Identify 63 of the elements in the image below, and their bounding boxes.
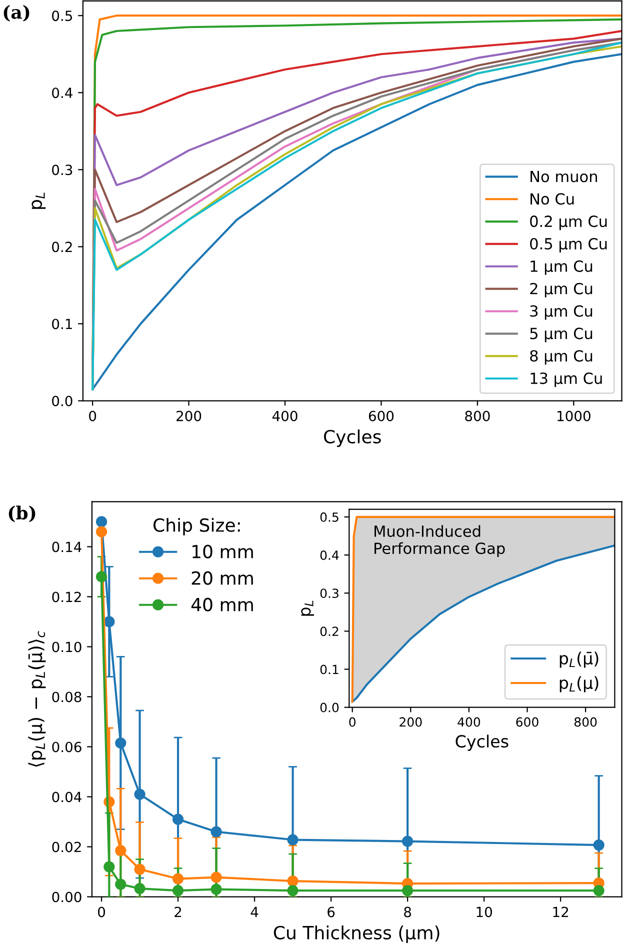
legend-label: p$_{L}$(μ) bbox=[560, 676, 598, 692]
legend-label: p$_{L}$(μ̄) bbox=[560, 652, 598, 668]
legend-label: 10 mm bbox=[192, 544, 253, 558]
x-tick-label: 2 bbox=[174, 906, 182, 918]
y-tick-label: 0.08 bbox=[52, 692, 82, 702]
legend-label: 3 μm Cu bbox=[530, 305, 592, 320]
x-tick-label: 600 bbox=[516, 717, 538, 727]
x-tick-label: 800 bbox=[574, 717, 597, 727]
legend-label: No Cu bbox=[530, 193, 574, 205]
x-tick-label: 10 bbox=[476, 906, 492, 918]
y-axis-title: p$_{L}$ bbox=[301, 600, 314, 616]
y-tick-label: 0.1 bbox=[52, 318, 72, 330]
y-tick-label: 0.10 bbox=[52, 642, 82, 652]
legend-label: 20 mm bbox=[192, 571, 253, 585]
x-axis-title: Cu Thickness (μm) bbox=[274, 926, 440, 943]
legend-label: 40 mm bbox=[191, 598, 253, 612]
y-tick-label: 0.06 bbox=[52, 742, 82, 752]
annotation: Muon-Induced Performance Gap bbox=[374, 525, 505, 558]
y-axis-title: ⟨p$_{L}$(μ) − p$_{L}$(μ̄)⟩$_{c}$ bbox=[28, 631, 46, 767]
x-tick-label: 6 bbox=[328, 906, 335, 918]
x-tick-label: 200 bbox=[176, 410, 202, 422]
x-tick-label: 8 bbox=[404, 906, 412, 918]
y-tick-label: 0.1 bbox=[320, 664, 338, 674]
x-tick-label: 0 bbox=[349, 717, 356, 727]
x-tick-label: 4 bbox=[250, 906, 258, 918]
x-tick-label: 600 bbox=[368, 410, 394, 422]
legend-label: 8 μm Cu bbox=[530, 350, 592, 365]
y-tick-label: 0.2 bbox=[52, 242, 72, 252]
y-tick-label: 0.02 bbox=[52, 842, 81, 852]
y-tick-label: 0.0 bbox=[320, 702, 339, 712]
y-tick-label: 0.4 bbox=[320, 550, 339, 560]
y-tick-label: 0.3 bbox=[52, 164, 72, 176]
y-tick-label: 0.5 bbox=[320, 512, 338, 522]
legend-title: Chip Size: bbox=[154, 518, 240, 536]
x-tick-label: 1000 bbox=[558, 410, 590, 422]
x-tick-label: 800 bbox=[465, 410, 490, 422]
x-tick-label: 0 bbox=[98, 906, 106, 918]
chart-title: (a) bbox=[4, 4, 30, 22]
x-tick-label: 12 bbox=[553, 906, 568, 918]
y-tick-label: 0.14 bbox=[52, 542, 82, 552]
y-tick-label: 0.5 bbox=[52, 10, 72, 22]
legend-label: 0.2 μm Cu bbox=[530, 216, 607, 230]
x-tick-label: 400 bbox=[272, 410, 298, 422]
y-tick-label: 0.12 bbox=[52, 592, 81, 602]
legend-label: 1 μm Cu bbox=[530, 260, 592, 275]
legend-label: 0.5 μm Cu bbox=[530, 238, 607, 252]
y-tick-label: 0.04 bbox=[52, 792, 82, 802]
x-axis-title: Cycles bbox=[456, 734, 508, 751]
legend-label: 5 μm Cu bbox=[530, 328, 592, 342]
legend-label: 13 μm Cu bbox=[530, 372, 602, 388]
x-tick-label: 200 bbox=[400, 717, 422, 727]
y-tick-label: 0.3 bbox=[320, 588, 338, 598]
x-tick-label: 400 bbox=[458, 717, 480, 727]
x-tick-label: 0 bbox=[89, 410, 96, 422]
y-tick-label: 0.0 bbox=[52, 396, 72, 406]
legend-label: 2 μm Cu bbox=[530, 282, 592, 298]
y-tick-label: 0.4 bbox=[52, 88, 72, 98]
y-axis-title: p$_{L}$ bbox=[32, 192, 46, 209]
y-tick-label: 0.2 bbox=[320, 626, 338, 636]
legend-label: No muon bbox=[530, 170, 597, 182]
y-tick-label: 0.00 bbox=[52, 892, 82, 902]
x-axis-title: Cycles bbox=[324, 430, 381, 447]
chart-title: (b) bbox=[8, 506, 36, 522]
